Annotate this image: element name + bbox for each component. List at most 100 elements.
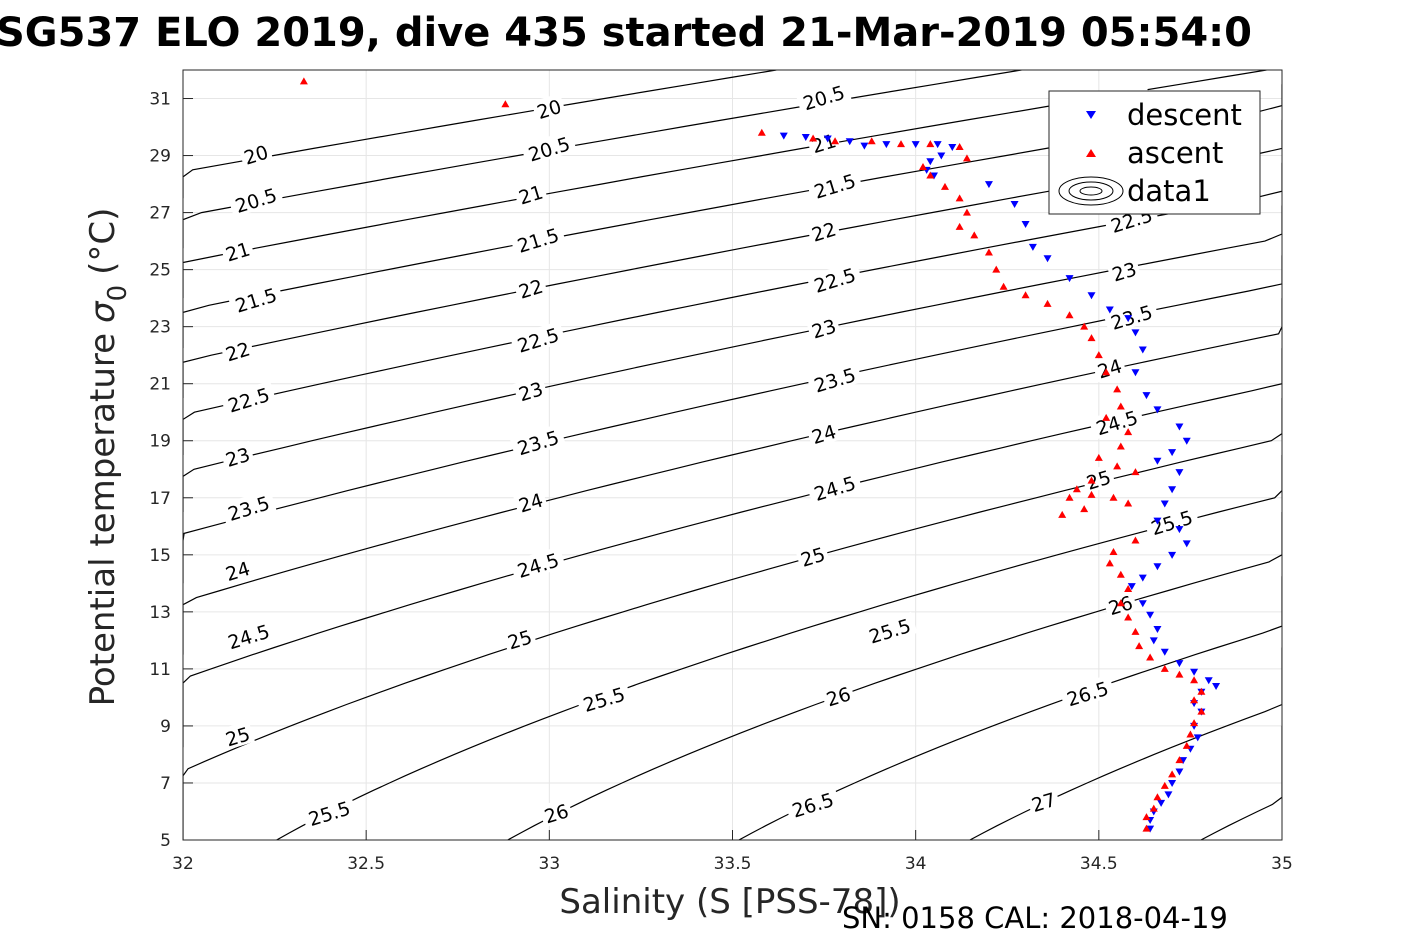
descent-point — [1146, 825, 1155, 833]
contour-label-bg — [238, 138, 274, 169]
descent-point — [882, 141, 891, 149]
x-tick-label: 33.5 — [714, 854, 752, 874]
y-tick-label: 19 — [149, 432, 171, 452]
ascent-point — [1058, 510, 1067, 518]
descent-point — [1028, 243, 1037, 251]
descent-point — [1168, 449, 1177, 457]
y-axis-label-unit: (°C) — [83, 208, 123, 275]
x-tick-label: 34 — [905, 854, 927, 874]
descent-point — [1175, 660, 1184, 668]
ascent-point — [1116, 442, 1125, 450]
contour-label-text: 25.5 — [867, 615, 914, 648]
contour-label: 21.5 — [806, 166, 863, 204]
data-points — [299, 77, 1221, 833]
ascent-point — [1105, 559, 1114, 567]
ascent-point — [1175, 756, 1184, 764]
descent-point — [1124, 315, 1133, 323]
contour-label: 22.5 — [220, 380, 277, 418]
descent-point — [984, 181, 993, 189]
descent-point — [1164, 791, 1173, 799]
x-tick-label: 34.5 — [1080, 854, 1118, 874]
contour-label-text: 25.5 — [581, 684, 628, 717]
serial-calibration-note: SN: 0158 CAL: 2018-04-19 — [842, 901, 1228, 935]
ascent-point — [1142, 813, 1151, 821]
contour-label: 21 — [219, 235, 255, 267]
ascent-point — [1087, 334, 1096, 342]
contour-label: 25 — [794, 540, 831, 572]
contour-label: 22 — [512, 272, 548, 304]
descent-point — [1175, 423, 1184, 431]
descent-point — [1043, 255, 1052, 263]
descent-point — [1212, 683, 1221, 690]
contour-label-text: 21.5 — [515, 224, 562, 257]
descent-point — [1138, 346, 1147, 354]
ascent-point — [962, 208, 971, 216]
density-contour-line — [183, 298, 1282, 655]
contour-label-bg — [509, 546, 566, 583]
contour-label-text: 26.5 — [1064, 678, 1111, 711]
y-tick-label: 31 — [149, 90, 171, 110]
ascent-point — [1124, 585, 1133, 593]
axis-ticks: 32 32.5 33 33.5 34 34.5 35 5 7 9 11 13 15 17 19 21 23 25 2… — [149, 90, 1292, 874]
contour-label-bg — [531, 93, 567, 123]
density-contour-line — [969, 647, 1282, 840]
x-tick-label: 33 — [539, 854, 561, 874]
contour-label-bg — [219, 235, 255, 266]
descent-point — [1168, 779, 1177, 787]
contour-label: 24.5 — [1088, 403, 1145, 440]
ascent-point — [1087, 490, 1096, 498]
ascent-point — [1175, 670, 1184, 678]
ascent-point — [1160, 781, 1169, 789]
descent-point — [845, 138, 854, 146]
ascent-point — [1021, 291, 1030, 299]
descent-point — [1153, 563, 1162, 571]
density-contour-line — [276, 455, 1282, 840]
contour-label-bg — [501, 623, 538, 654]
contour-label: 24.5 — [806, 469, 863, 506]
ascent-point — [1094, 351, 1103, 359]
contour-label-bg — [806, 360, 863, 398]
contour-label: 24 — [1091, 352, 1127, 383]
ascent-point — [1135, 642, 1144, 650]
contour-label: 21.5 — [227, 280, 284, 318]
ascent-point — [992, 265, 1001, 273]
contour-label: 24 — [512, 486, 548, 518]
descent-point — [1105, 306, 1114, 314]
contour-label: 23 — [512, 375, 548, 406]
density-contour-line — [507, 512, 1282, 840]
descent-point — [948, 144, 957, 151]
ascent-point — [940, 182, 949, 190]
y-axis-label-symbol: σ — [83, 300, 123, 323]
contour-label-bg — [795, 78, 852, 115]
descent-point — [1157, 799, 1166, 807]
contour-label-bg — [220, 380, 277, 418]
legend-contour-icon — [1058, 176, 1124, 206]
ascent-point — [999, 282, 1008, 290]
ascent-point — [1087, 476, 1096, 484]
contour-label: 23.5 — [1103, 298, 1160, 335]
contour-label: 23 — [1106, 255, 1142, 287]
contour-label-bg — [1080, 463, 1116, 494]
contour-label-text: 24.5 — [1094, 407, 1141, 440]
x-axis-label: Salinity (S [PSS-78]) — [559, 882, 900, 922]
ascent-point — [867, 137, 876, 145]
ascent-point — [1186, 730, 1195, 738]
contour-label: 27 — [1025, 786, 1061, 817]
contour-label: 21 — [512, 178, 548, 210]
ascent-point — [1113, 462, 1122, 470]
ascent-point — [831, 137, 840, 145]
y-tick-label: 15 — [149, 546, 171, 566]
ascent-point — [1080, 505, 1089, 513]
ascent-point — [918, 162, 927, 170]
y-tick-label: 13 — [149, 603, 171, 623]
descent-point — [1168, 551, 1177, 559]
contour-label-bg — [1106, 255, 1142, 286]
descent-point — [1138, 574, 1147, 582]
y-tick-label: 21 — [149, 375, 171, 395]
y-axis-label-text: Potential temperature — [83, 333, 123, 706]
legend-ascent-marker — [1086, 149, 1096, 157]
ascent-point — [299, 77, 308, 85]
contour-label-bg — [794, 540, 831, 571]
contour-label-bg — [784, 785, 841, 822]
